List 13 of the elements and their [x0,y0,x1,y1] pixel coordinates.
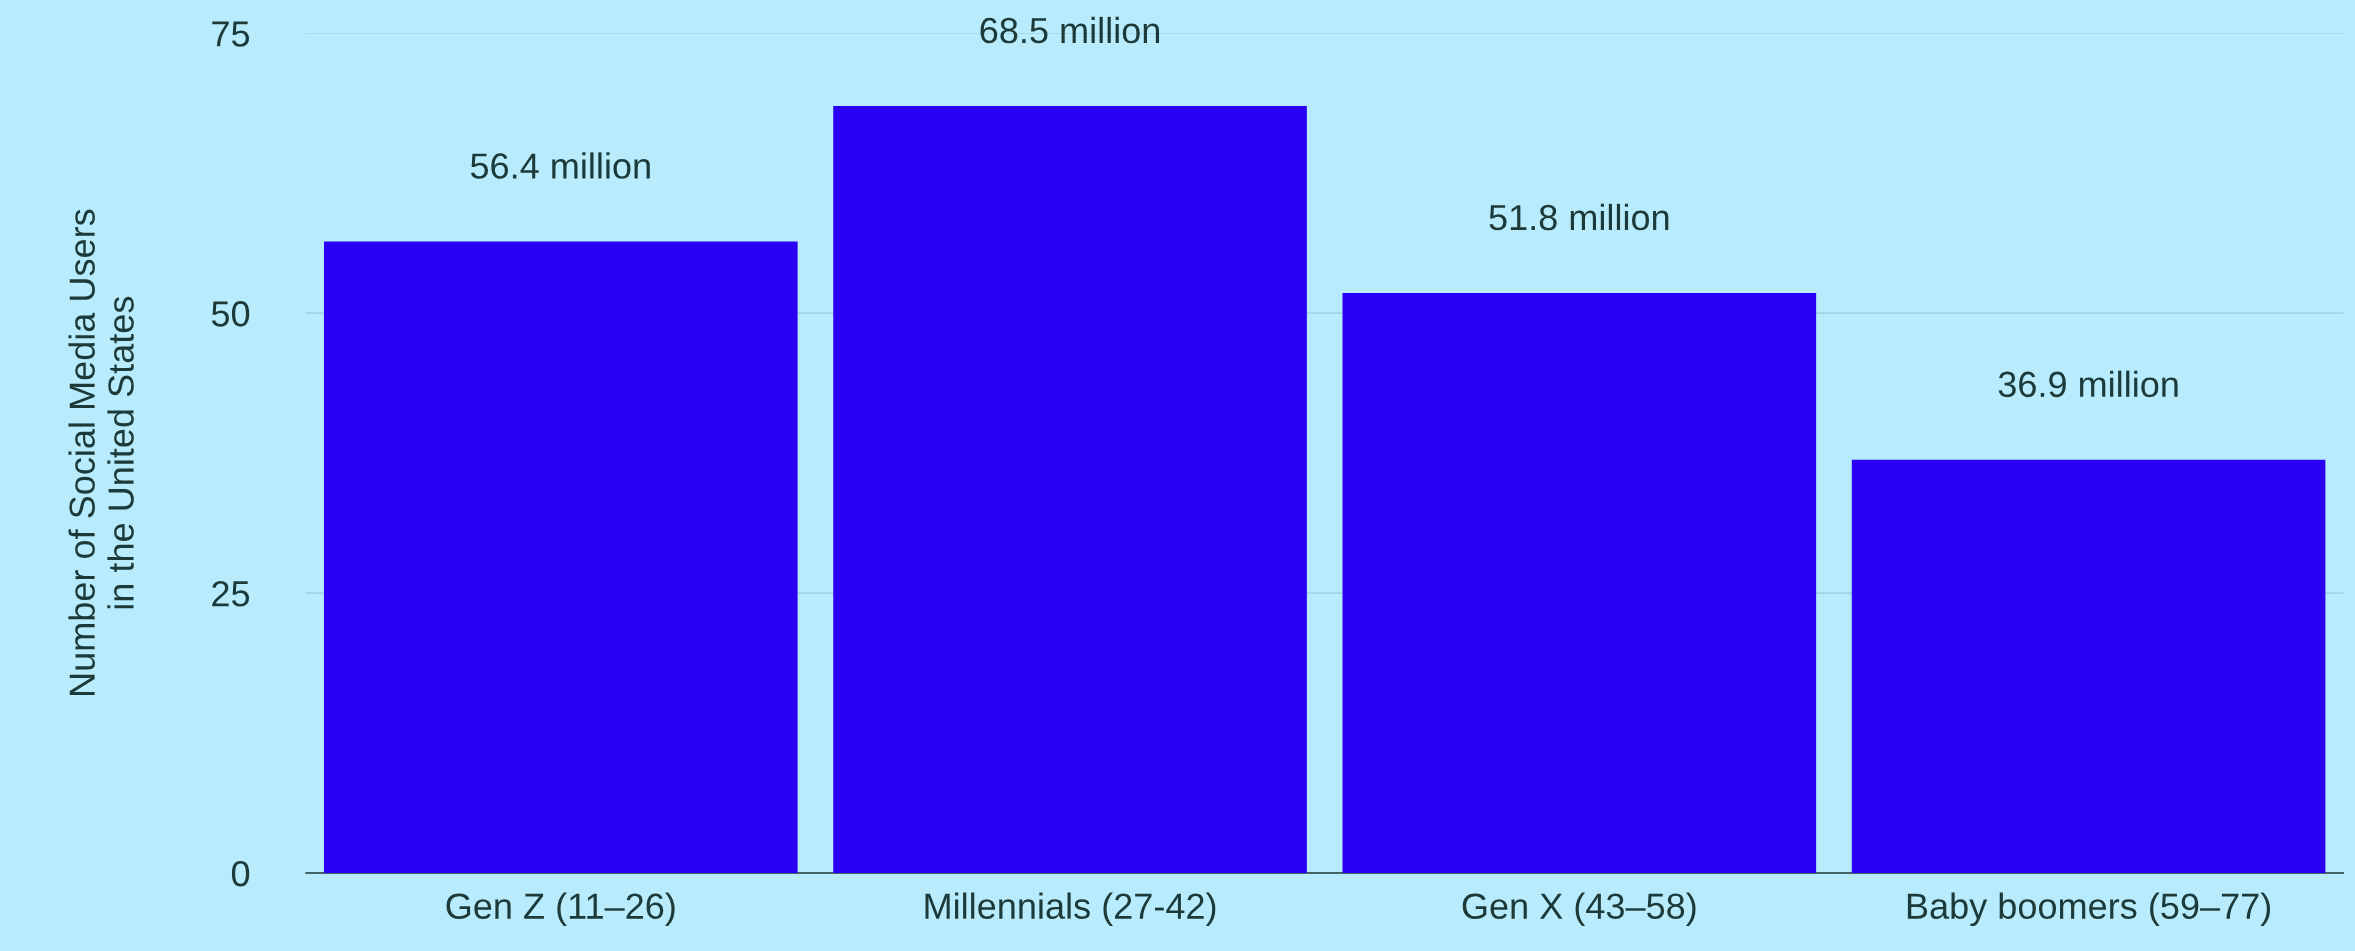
y-tick-label: 0 [231,860,250,887]
data-label: 51.8 million [1489,203,1669,231]
data-label: 36.9 million [1998,370,2178,398]
x-tick-label: Baby boomers (59–77) [1907,892,2271,927]
data-label: 56.4 million [470,152,650,179]
x-tick-label: Gen X (43–58) [1462,892,1696,927]
y-axis-title: Number of Social Media Users in the United States [68,209,134,696]
y-tick-label: 25 [212,580,250,607]
data-label: 68.5 million [980,16,1160,44]
x-tick-label: Gen Z (11–26) [446,892,675,927]
y-tick-label: 50 [211,301,250,327]
y-tick-label: 75 [212,21,250,47]
x-tick-label: Millennials (27-42) [925,892,1216,927]
